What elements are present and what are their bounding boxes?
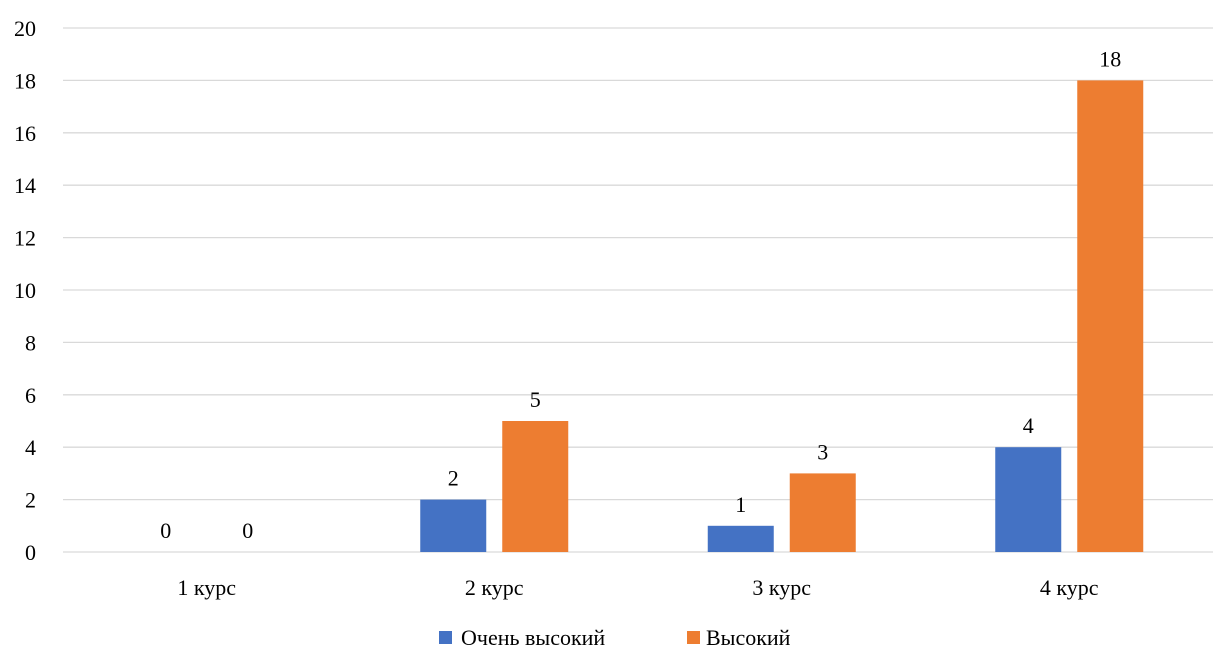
data-label: 1: [735, 492, 746, 517]
data-label: 3: [817, 439, 828, 464]
y-tick-label: 10: [14, 278, 36, 303]
bar: [1077, 80, 1144, 553]
y-tick-label: 8: [25, 330, 36, 355]
x-category-label: 1 курс: [177, 575, 236, 600]
y-tick-label: 14: [14, 173, 36, 198]
data-label: 2: [448, 466, 459, 491]
data-label: 18: [1099, 46, 1121, 71]
data-labels: 0 0 2 5 1 3 4 18: [160, 46, 1121, 543]
gridlines: [63, 27, 1213, 553]
x-category-label: 4 курс: [1040, 575, 1099, 600]
y-tick-label: 18: [14, 68, 36, 93]
data-label: 5: [530, 387, 541, 412]
data-label: 0: [242, 518, 253, 543]
y-tick-label: 16: [14, 121, 36, 146]
x-category-label: 2 курс: [465, 575, 524, 600]
data-label: 0: [160, 518, 171, 543]
bars: [420, 80, 1144, 553]
y-tick-label: 12: [14, 226, 36, 251]
data-label: 4: [1023, 413, 1034, 438]
y-tick-label: 0: [25, 540, 36, 565]
bar: [420, 499, 487, 552]
legend: Очень высокий Высокий: [439, 625, 791, 650]
legend-swatch: [687, 631, 700, 644]
y-tick-label: 6: [25, 383, 36, 408]
x-category-label: 3 курс: [752, 575, 811, 600]
legend-swatch: [439, 631, 452, 644]
bar: [995, 447, 1062, 552]
bar: [502, 421, 569, 552]
y-tick-label: 20: [14, 16, 36, 41]
bar: [789, 473, 856, 552]
y-tick-label: 2: [25, 488, 36, 513]
y-axis-ticks: 0 2 4 6 8 10 12 14 16 18 20: [14, 16, 36, 565]
legend-label: Высокий: [706, 625, 791, 650]
bar: [707, 525, 774, 552]
y-tick-label: 4: [25, 435, 36, 460]
x-axis-categories: 1 курс 2 курс 3 курс 4 курс: [177, 575, 1098, 600]
legend-label: Очень высокий: [461, 625, 605, 650]
